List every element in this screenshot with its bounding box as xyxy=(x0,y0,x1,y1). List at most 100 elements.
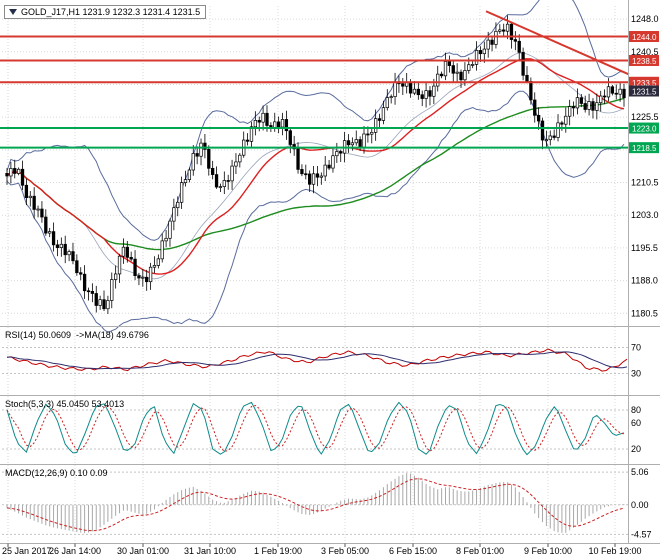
candle-body xyxy=(319,175,323,178)
time-tick-label: 1 Feb 19:00 xyxy=(254,546,302,556)
candle-body xyxy=(505,23,510,32)
candle-body xyxy=(366,133,370,136)
candle-body xyxy=(222,180,226,187)
candle-body xyxy=(121,246,126,257)
price-tag xyxy=(629,122,659,134)
price-tick-label: 1180.5 xyxy=(631,308,658,318)
time-tick-label: 10 Feb 19:00 xyxy=(588,546,641,556)
price-tag xyxy=(629,76,659,88)
candle-body xyxy=(385,97,389,109)
candle-body xyxy=(160,240,164,260)
candle-body xyxy=(323,164,327,177)
rsi-indicator-label: RSI(14) 50.0609 ->MA(18) 49.6796 xyxy=(5,330,149,340)
candle-body xyxy=(308,173,312,185)
candle-body xyxy=(238,154,242,163)
candle-body xyxy=(377,118,382,121)
candle-body xyxy=(164,237,168,242)
rsi-tick-label: 30 xyxy=(631,369,641,379)
stoch-tick-label: 20 xyxy=(631,444,641,454)
candle-body xyxy=(432,85,436,97)
candle-body xyxy=(381,107,386,121)
candle-body xyxy=(447,61,452,66)
candle-body xyxy=(428,90,432,97)
candle-body xyxy=(311,173,316,185)
candle-body xyxy=(20,168,25,186)
candle-body xyxy=(529,81,533,101)
candle-body xyxy=(564,115,568,125)
candle-body xyxy=(245,139,250,142)
candle-body xyxy=(296,148,300,170)
price-tick-label: 1188.0 xyxy=(631,276,658,286)
candle-body xyxy=(494,30,498,45)
candle-body xyxy=(176,201,180,209)
candle-body xyxy=(424,90,428,99)
candle-body xyxy=(114,273,118,280)
candle-body xyxy=(179,182,184,203)
candle-body xyxy=(331,155,335,169)
candle-body xyxy=(257,120,261,123)
candle-body xyxy=(471,64,475,66)
candle-body xyxy=(187,169,192,180)
candle-body xyxy=(59,243,63,248)
candle-body xyxy=(602,95,607,98)
candle-body xyxy=(548,135,552,141)
rsi-ma-line xyxy=(6,351,628,370)
candle-body xyxy=(133,258,137,277)
candle-body xyxy=(261,112,265,123)
candle-body xyxy=(587,101,591,110)
candle-body xyxy=(455,71,459,74)
candle-body xyxy=(346,140,351,146)
symbol-ohlc-text: GOLD_J17,H1 1231.9 1232.3 1231.4 1231.5 xyxy=(21,7,201,17)
candle-body xyxy=(533,99,537,116)
candle-body xyxy=(552,135,556,138)
candle-body xyxy=(517,40,521,53)
candle-body xyxy=(467,64,471,71)
candle-body xyxy=(5,173,9,177)
candle-body xyxy=(408,81,413,94)
price-tag xyxy=(629,31,659,43)
candle-body xyxy=(509,23,514,40)
candle-body xyxy=(362,133,366,148)
candle-body xyxy=(199,142,203,157)
candle-body xyxy=(249,126,254,142)
candle-body xyxy=(482,48,486,55)
candle-body xyxy=(579,97,583,104)
candle-body xyxy=(13,168,17,174)
candle-body xyxy=(459,71,463,81)
candle-body xyxy=(599,95,603,104)
candle-body xyxy=(350,142,355,146)
candle-body xyxy=(416,88,420,96)
candle-body xyxy=(463,70,467,81)
ma-slow-line xyxy=(6,97,625,251)
candle-body xyxy=(595,102,599,111)
candle-body xyxy=(234,161,238,167)
macd-indicator-label: MACD(12,26,9) 0.10 0.09 xyxy=(5,468,108,478)
candle-body xyxy=(389,96,393,99)
candle-body xyxy=(412,88,417,94)
stoch-tick-label: 60 xyxy=(631,418,641,428)
candle-body xyxy=(490,39,494,45)
price-tag xyxy=(629,85,659,97)
macd-tick-label: 5.06 xyxy=(631,467,649,477)
candle-body xyxy=(203,142,207,150)
candle-body xyxy=(79,272,83,275)
candle-body xyxy=(207,149,211,169)
candle-body xyxy=(393,81,397,98)
symbol-ohlc-box: GOLD_J17,H1 1231.9 1232.3 1231.4 1231.5 xyxy=(4,5,207,19)
candle-body xyxy=(195,153,199,157)
candle-body xyxy=(28,195,32,199)
candle-body xyxy=(168,220,172,239)
stoch-tick-label: 80 xyxy=(631,405,641,415)
candle-body xyxy=(36,208,40,211)
candle-body xyxy=(280,119,285,128)
candle-body xyxy=(172,207,176,222)
candle-body xyxy=(125,246,129,258)
candle-body xyxy=(48,231,52,234)
candle-body xyxy=(486,39,490,50)
candle-body xyxy=(218,186,223,188)
candle-body xyxy=(610,86,615,94)
candle-body xyxy=(575,97,580,109)
price-tag-label: 1231.5 xyxy=(632,87,657,96)
